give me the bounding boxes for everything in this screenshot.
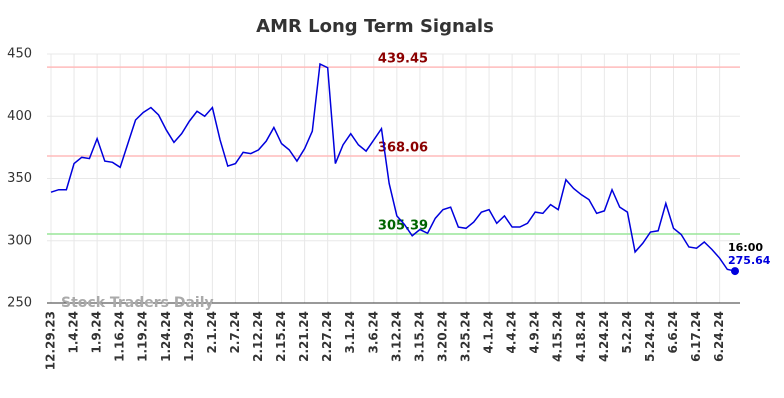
x-tick-label: 1.4.24 <box>67 311 81 354</box>
x-tick-label: 6.17.24 <box>689 311 703 362</box>
x-tick-label: 3.25.24 <box>459 311 473 362</box>
x-tick-label: 2.27.24 <box>320 311 334 362</box>
x-tick-label: 4.15.24 <box>551 311 565 362</box>
x-tick-label: 4.1.24 <box>482 311 496 354</box>
x-tick-label: 1.16.24 <box>113 311 127 362</box>
x-tick-label: 12.29.23 <box>44 311 58 370</box>
last-value: 275.64 <box>728 254 771 267</box>
x-tick-label: 2.12.24 <box>251 311 265 362</box>
watermark: Stock Traders Daily <box>61 295 214 311</box>
x-tick-label: 3.6.24 <box>366 311 380 354</box>
last-time: 16:00 <box>728 241 763 254</box>
x-tick-label: 4.4.24 <box>505 311 519 354</box>
x-tick-label: 2.7.24 <box>228 311 242 354</box>
y-tick-label: 450 <box>7 47 32 62</box>
x-tick-label: 5.2.24 <box>620 311 634 354</box>
signal-label: 305.39 <box>378 219 428 234</box>
x-tick-label: 4.18.24 <box>574 311 588 362</box>
x-tick-label: 6.6.24 <box>666 311 680 354</box>
x-tick-label: 4.24.24 <box>597 311 611 362</box>
x-tick-label: 1.19.24 <box>136 311 150 362</box>
x-tick-label: 6.24.24 <box>712 311 726 362</box>
y-tick-label: 400 <box>7 109 32 124</box>
x-tick-label: 3.20.24 <box>435 311 449 362</box>
x-tick-label: 2.15.24 <box>274 311 288 362</box>
x-tick-label: 4.9.24 <box>528 311 542 354</box>
x-tick-label: 2.21.24 <box>297 311 311 362</box>
y-tick-label: 250 <box>7 296 32 311</box>
line <box>50 62 736 272</box>
x-tick-label: 1.29.24 <box>182 311 196 362</box>
y-tick-label: 350 <box>7 171 32 186</box>
x-tick-label: 1.9.24 <box>90 311 104 354</box>
y-tick-label: 300 <box>7 233 32 248</box>
last-point <box>731 267 739 276</box>
x-tick-label: 5.24.24 <box>643 311 657 362</box>
x-tick-label: 3.15.24 <box>412 311 426 362</box>
x-tick-label: 3.1.24 <box>343 311 357 354</box>
x-tick-label: 3.12.24 <box>389 311 403 362</box>
x-tick-label: 2.1.24 <box>205 311 219 354</box>
chart-title: AMR Long Term Signals <box>256 16 494 37</box>
x-tick-label: 1.24.24 <box>159 311 173 362</box>
signal-label: 368.06 <box>378 141 428 156</box>
signal-label: 439.45 <box>378 52 428 67</box>
